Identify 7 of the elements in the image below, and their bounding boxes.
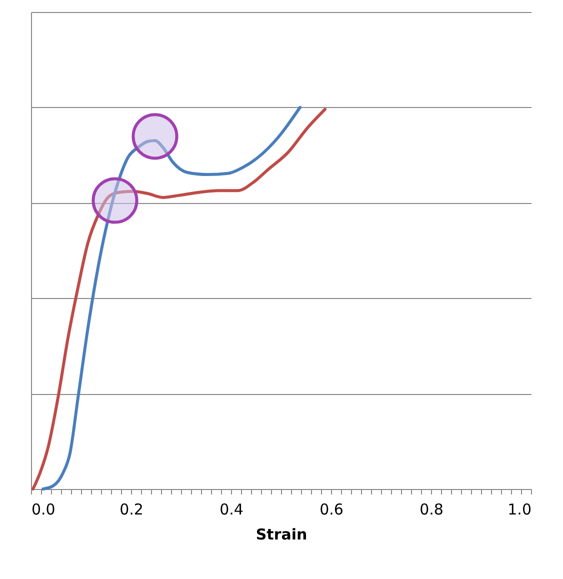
- x-axis-title: Strain: [256, 526, 308, 544]
- x-tick-label: 0.2: [120, 500, 144, 518]
- x-tick-label: 0.4: [220, 500, 244, 518]
- x-tick-label: 0.0: [32, 500, 56, 518]
- x-tick-label: 0.6: [320, 500, 344, 518]
- x-tick-label: 1.0: [508, 500, 532, 518]
- x-tick-label: 0.8: [420, 500, 444, 518]
